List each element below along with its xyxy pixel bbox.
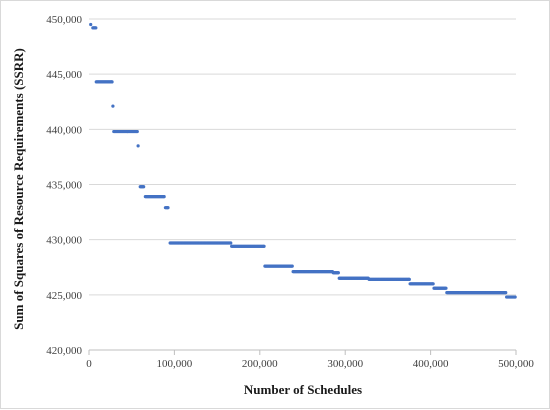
data-point bbox=[162, 195, 166, 199]
data-point bbox=[513, 295, 517, 299]
data-point bbox=[290, 264, 294, 268]
data-point bbox=[142, 185, 146, 189]
gridlines bbox=[89, 18, 516, 296]
data-point bbox=[89, 22, 93, 27]
x-axis-title: Number of Schedules bbox=[244, 382, 362, 397]
axes bbox=[88, 349, 517, 355]
data-points bbox=[89, 22, 517, 299]
data-point bbox=[229, 241, 233, 245]
y-tick-label: 435,000 bbox=[46, 180, 82, 192]
data-point bbox=[504, 291, 508, 295]
data-point bbox=[110, 80, 114, 84]
y-tick-label: 430,000 bbox=[46, 235, 82, 247]
data-point bbox=[336, 271, 340, 275]
y-tick-labels: 420,000 425,000 430,000 435,000 440,000 445,0… bbox=[46, 14, 82, 357]
data-point bbox=[136, 144, 140, 148]
x-tick-label: 500,000 bbox=[498, 358, 534, 370]
data-point bbox=[262, 244, 266, 248]
y-axis-title: Sum of Squares of Resource Requirements … bbox=[11, 48, 26, 330]
data-point bbox=[431, 282, 435, 286]
x-tick-label: 0 bbox=[86, 358, 92, 370]
y-tick-label: 440,000 bbox=[46, 124, 82, 136]
x-tick-label: 400,000 bbox=[413, 358, 449, 370]
data-point bbox=[407, 277, 411, 281]
x-tick-label: 100,000 bbox=[157, 358, 193, 370]
y-tick-label: 450,000 bbox=[46, 14, 82, 26]
y-tick-label: 420,000 bbox=[46, 345, 82, 357]
y-tick-label: 425,000 bbox=[46, 290, 82, 302]
data-point bbox=[444, 286, 448, 290]
x-tick-label: 200,000 bbox=[242, 358, 278, 370]
x-tick-labels: 0 100,000 200,000 300,000 400,000 500,000 bbox=[86, 358, 534, 370]
x-tick-label: 300,000 bbox=[327, 358, 363, 370]
data-point bbox=[111, 104, 115, 108]
data-point bbox=[135, 129, 139, 134]
y-tick-label: 445,000 bbox=[46, 69, 82, 81]
data-point bbox=[94, 26, 98, 30]
data-point bbox=[166, 206, 170, 210]
